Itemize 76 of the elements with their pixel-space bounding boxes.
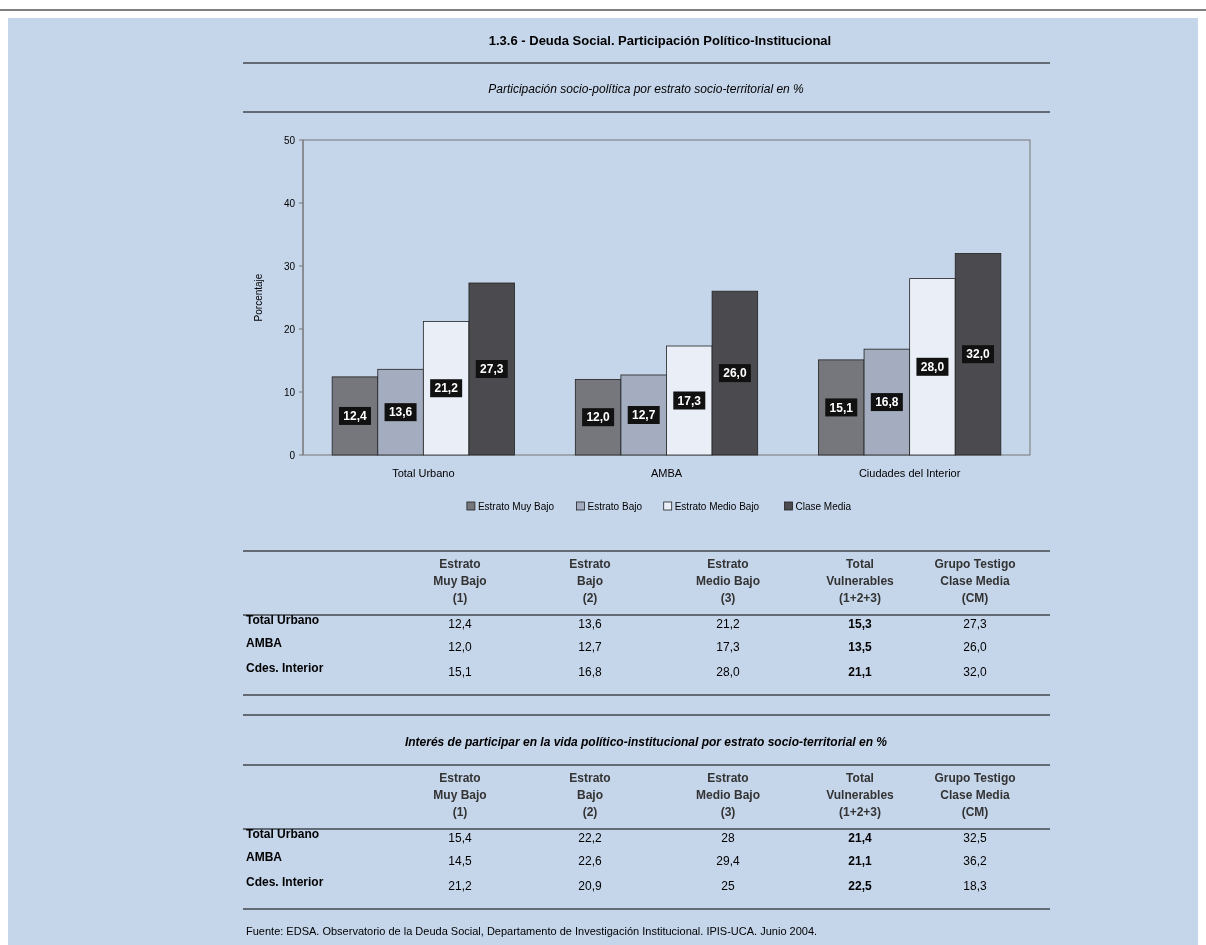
text: 25	[721, 879, 735, 893]
data-label: 28,0	[920, 360, 945, 374]
category-label: AMBA	[246, 850, 282, 864]
text: 12,4	[448, 617, 472, 631]
chart-title: 1.3.6 - Deuda Social. Participación Político-Institucional	[488, 33, 832, 48]
text: 36,2	[963, 854, 987, 868]
text: 32,5	[963, 831, 987, 845]
x-tick-label: AMBA	[650, 467, 683, 479]
text: 13,6	[578, 617, 602, 631]
text: Interés de participar en la vida político-institucional por estrato socio-territorial en %	[404, 735, 888, 749]
x-tick-label: Ciudades del Interior	[858, 467, 961, 479]
data-label: 21,2	[434, 381, 459, 396]
category-label: Grupo Testigo Clase Media (CM)	[934, 557, 1016, 605]
data-label: 32,0	[966, 347, 991, 362]
data-label: 27,3	[480, 362, 504, 377]
chart-subtitle: Participación socio-política por estrato socio-territorial en %	[488, 82, 805, 96]
data-label: 16,8	[875, 395, 899, 410]
text: 21,1	[848, 854, 872, 868]
text: 15,1	[448, 665, 472, 679]
data-label: 12,7	[632, 408, 656, 423]
text: 13,5	[848, 640, 872, 654]
data-label: 17,3	[677, 393, 702, 408]
legend-label: Clase Media	[795, 500, 852, 512]
text: 22,2	[578, 831, 602, 845]
data-label: 12,4	[343, 409, 367, 424]
category-label: Estrato Muy Bajo (1)	[433, 771, 487, 819]
text: 28	[721, 831, 735, 845]
y-tick-label: 20	[283, 323, 296, 335]
y-tick-label: 50	[283, 134, 296, 146]
text: 29,4	[716, 854, 740, 868]
legend-label: Estrato Muy Bajo	[477, 500, 555, 512]
source-note: Fuente: EDSA. Observatorio de la Deuda Social, Departamento de Investigación Institucional. IPIS-UCA. Junio 2004.	[246, 925, 818, 937]
category-label: AMBA	[246, 636, 282, 650]
data-label: 12,0	[586, 410, 611, 425]
text: 28,0	[716, 665, 740, 679]
text: 14,5	[448, 854, 472, 868]
text: 18,3	[963, 879, 987, 893]
y-tick-label: 10	[283, 386, 296, 398]
y-tick-label: 0	[289, 449, 296, 461]
data-label: 26,0	[723, 366, 747, 381]
category-label: Total Urbano	[246, 613, 320, 627]
legend-label: Estrato Medio Bajo	[674, 500, 760, 512]
legend-label: Estrato Bajo	[587, 500, 643, 512]
text: 21,4	[848, 831, 872, 845]
text: 21,1	[848, 665, 872, 679]
x-tick-label: Total Urbano	[392, 467, 455, 479]
category-label: Total Vulnerables (1+2+3)	[826, 557, 895, 605]
text: 16,8	[578, 665, 602, 679]
text: 21,2	[716, 617, 740, 631]
y-axis-title: Porcentaje	[253, 273, 264, 322]
text: 26,0	[963, 640, 987, 654]
category-label: Cdes. Interior	[246, 875, 324, 889]
category-label: Total Vulnerables (1+2+3)	[826, 771, 895, 819]
category-label: Estrato Medio Bajo (3)	[695, 557, 761, 605]
text: 12,0	[448, 640, 472, 654]
data-label: 13,6	[388, 405, 413, 420]
text: 15,4	[448, 831, 472, 845]
category-label: Grupo Testigo Clase Media (CM)	[934, 771, 1016, 819]
category-label: Estrato Muy Bajo (1)	[433, 557, 487, 605]
text: 15,3	[848, 617, 872, 631]
category-label: Estrato Bajo (2)	[569, 557, 611, 605]
text: 27,3	[963, 617, 987, 631]
text: 12,7	[578, 640, 602, 654]
text: 22,5	[848, 879, 872, 893]
category-label: Total Urbano	[246, 827, 320, 841]
text: 21,2	[448, 879, 472, 893]
y-tick-label: 40	[283, 197, 296, 209]
data-label: 15,1	[829, 400, 854, 415]
category-label: Estrato Medio Bajo (3)	[695, 771, 761, 819]
category-label: Estrato Bajo (2)	[569, 771, 611, 819]
y-tick-label: 30	[283, 260, 296, 272]
text: 17,3	[716, 640, 740, 654]
text: 32,0	[963, 665, 987, 679]
category-label: Cdes. Interior	[246, 661, 324, 675]
text: 22,6	[578, 854, 602, 868]
text: 20,9	[578, 879, 602, 893]
